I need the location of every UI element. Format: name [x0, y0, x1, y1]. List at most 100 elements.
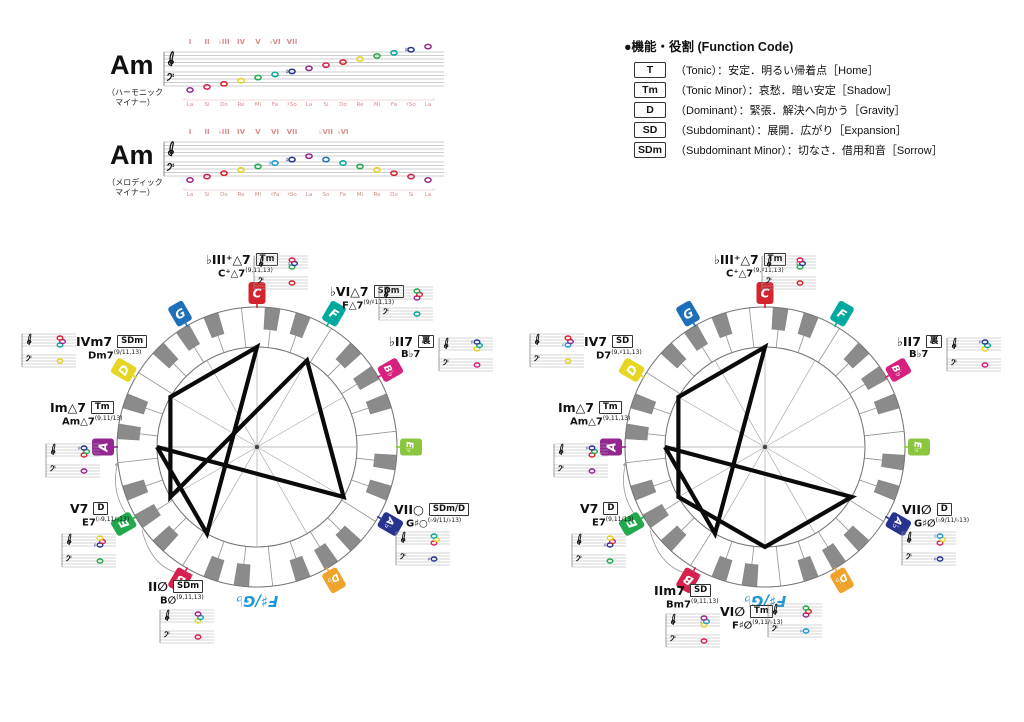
chord-name: E7 — [592, 517, 606, 529]
note-marker-C: C — [248, 282, 266, 308]
note-marker-F: F — [830, 300, 854, 328]
center-dot — [762, 444, 768, 450]
chord-numeral: ♭II7 — [897, 334, 921, 349]
chord-tensions: (9,11/♭13) — [752, 619, 783, 626]
svg-text:♯: ♯ — [979, 339, 982, 346]
svg-text:C: C — [761, 287, 770, 301]
chord-numeral: VII○ — [394, 502, 424, 517]
scale-note-D — [373, 166, 381, 173]
staff-thumbnail-E7: ♯ — [571, 533, 626, 568]
scale-step-polygon — [663, 342, 858, 550]
function-code-box: SDm — [373, 285, 404, 298]
chord-numeral: ♭VI△7 — [330, 284, 369, 299]
function-desc: （Subdominant）：展開．広がり［Expansion］ — [675, 125, 907, 137]
scale-note-F — [339, 160, 347, 166]
chord-tone-Ab — [588, 445, 596, 451]
function-code-box: D — [936, 503, 952, 516]
scale-solfege: So — [323, 192, 331, 198]
chord-tensions: (♭9,11/♭13) — [95, 516, 130, 523]
note-marker-Gb: F♯/G♭ — [236, 592, 278, 610]
staff-thumbnail-B♭7: ♯ — [946, 337, 1001, 372]
chord-name: Bm7 — [666, 599, 691, 611]
function-code-box: SD — [634, 122, 666, 138]
function-desc: （Subdominant Minor）：切なさ．借用和音［Sorrow］ — [675, 145, 943, 157]
staff-thumbnail-Bm7: ♯ — [665, 613, 720, 648]
scale-note-C — [390, 170, 398, 177]
svg-text:♯: ♯ — [586, 445, 589, 452]
sharp-accidental: ♯ — [286, 156, 289, 164]
function-code-box: SD — [690, 584, 712, 597]
note-marker-G: G — [676, 300, 700, 328]
svg-text:D♭: D♭ — [833, 571, 849, 587]
center-dot — [254, 444, 260, 450]
spokes — [157, 347, 357, 547]
chord-numeral: V7 — [70, 501, 89, 516]
chord-tone-Bb — [981, 362, 989, 368]
chord-tone-A — [194, 611, 202, 617]
chord-tone-B — [796, 257, 804, 263]
note-marker-F: F — [322, 300, 346, 328]
chord-label-Am△7: Im△7 Tm Am△7(9,11,13) — [558, 400, 630, 427]
svg-text:E♭: E♭ — [404, 442, 415, 453]
scale-note-Gb — [271, 160, 279, 166]
chord-tone-Ab — [936, 556, 944, 562]
piano-ring — [116, 306, 398, 588]
function-code-box: SDm — [117, 335, 148, 348]
svg-text:♯: ♯ — [700, 619, 703, 626]
chord-tone-A — [700, 615, 708, 621]
scale-note-E — [356, 163, 364, 170]
chord-tone-B — [194, 634, 202, 640]
scale-type-label: （メロディック マイナー） — [107, 178, 163, 197]
scale-note-C — [339, 59, 347, 66]
function-code-box: SDm — [634, 142, 666, 158]
piano-ring — [624, 306, 906, 588]
scale-note-F — [271, 71, 279, 78]
scale-block-melodic-minor: Am （メロディック マイナー） ♯ ♯ I II ♭III IV V VI VII ♭VII ♭V… — [40, 122, 460, 212]
scale-solfege: Mi — [374, 102, 381, 108]
scale-numeral: IV — [237, 128, 246, 136]
scale-block-harmonic-minor: Am （ハーモニック マイナー） ♯ ♯ I II ♭III IV V ♭VI VII La Si D… — [40, 32, 460, 122]
legend-title: ●機能・役割 (Function Code) — [624, 40, 794, 54]
scale-solfege: ♯Fa — [271, 191, 280, 198]
chord-label-Am△7: Im△7 Tm Am△7(9,11/13) — [50, 400, 123, 427]
chord-tensions: (♭9/11/♭13) — [427, 517, 462, 524]
function-code-box: SDm/D — [428, 503, 470, 516]
staff-thumbnail-C⁺△7: ♯ — [253, 255, 308, 290]
scale-solfege: Re — [356, 102, 364, 108]
svg-text:F♯/G♭: F♯/G♭ — [236, 592, 278, 610]
chord-tone-E — [802, 605, 810, 611]
chord-tone-Gb — [936, 533, 944, 539]
svg-text:♯: ♯ — [94, 542, 97, 549]
scale-solfege: Si — [204, 102, 210, 108]
svg-text:♯: ♯ — [562, 342, 565, 349]
chord-label-E7: V7 D E7(♭9,11/♭13) — [70, 501, 129, 528]
scale-solfege: ♯So — [406, 101, 416, 108]
chord-numeral: VII∅ — [902, 502, 932, 517]
chord-tensions: (♭9/11/♭13) — [935, 517, 970, 524]
chord-numeral: V7 — [580, 501, 599, 516]
scale-numeral: VII — [287, 38, 298, 46]
note-marker-Bb: B♭ — [884, 358, 912, 382]
legend-row-dominant: D （Dominant）：緊張．解決へ向かう［Gravity］ — [634, 102, 954, 118]
note-marker-E: E — [618, 512, 646, 536]
scale-key-title: Am — [110, 50, 154, 80]
scale-note-A — [424, 177, 432, 183]
scale-note-A — [186, 177, 194, 183]
chord-name: Dm7 — [88, 350, 114, 362]
chord-tone-E — [413, 288, 421, 294]
scale-solfege: Fa — [340, 192, 346, 198]
staff-thumbnail-D7: ♯ — [529, 333, 584, 368]
chord-tone-C — [288, 280, 296, 286]
chord-name: C⁺△7 — [218, 268, 246, 280]
chord-tensions: (9,11,13) — [245, 267, 273, 274]
staff-thumbnail-G♯∅: ♯♯ — [901, 531, 956, 566]
chord-name: F△7 — [342, 300, 364, 312]
scale-solfege: Re — [237, 192, 245, 198]
note-marker-Eb: E♭ — [904, 438, 930, 456]
function-code-box: Tm — [599, 401, 622, 414]
spokes — [665, 347, 865, 547]
svg-text:♯: ♯ — [796, 261, 799, 268]
svg-text:♯: ♯ — [934, 533, 937, 540]
scale-solfege: La — [425, 102, 432, 108]
